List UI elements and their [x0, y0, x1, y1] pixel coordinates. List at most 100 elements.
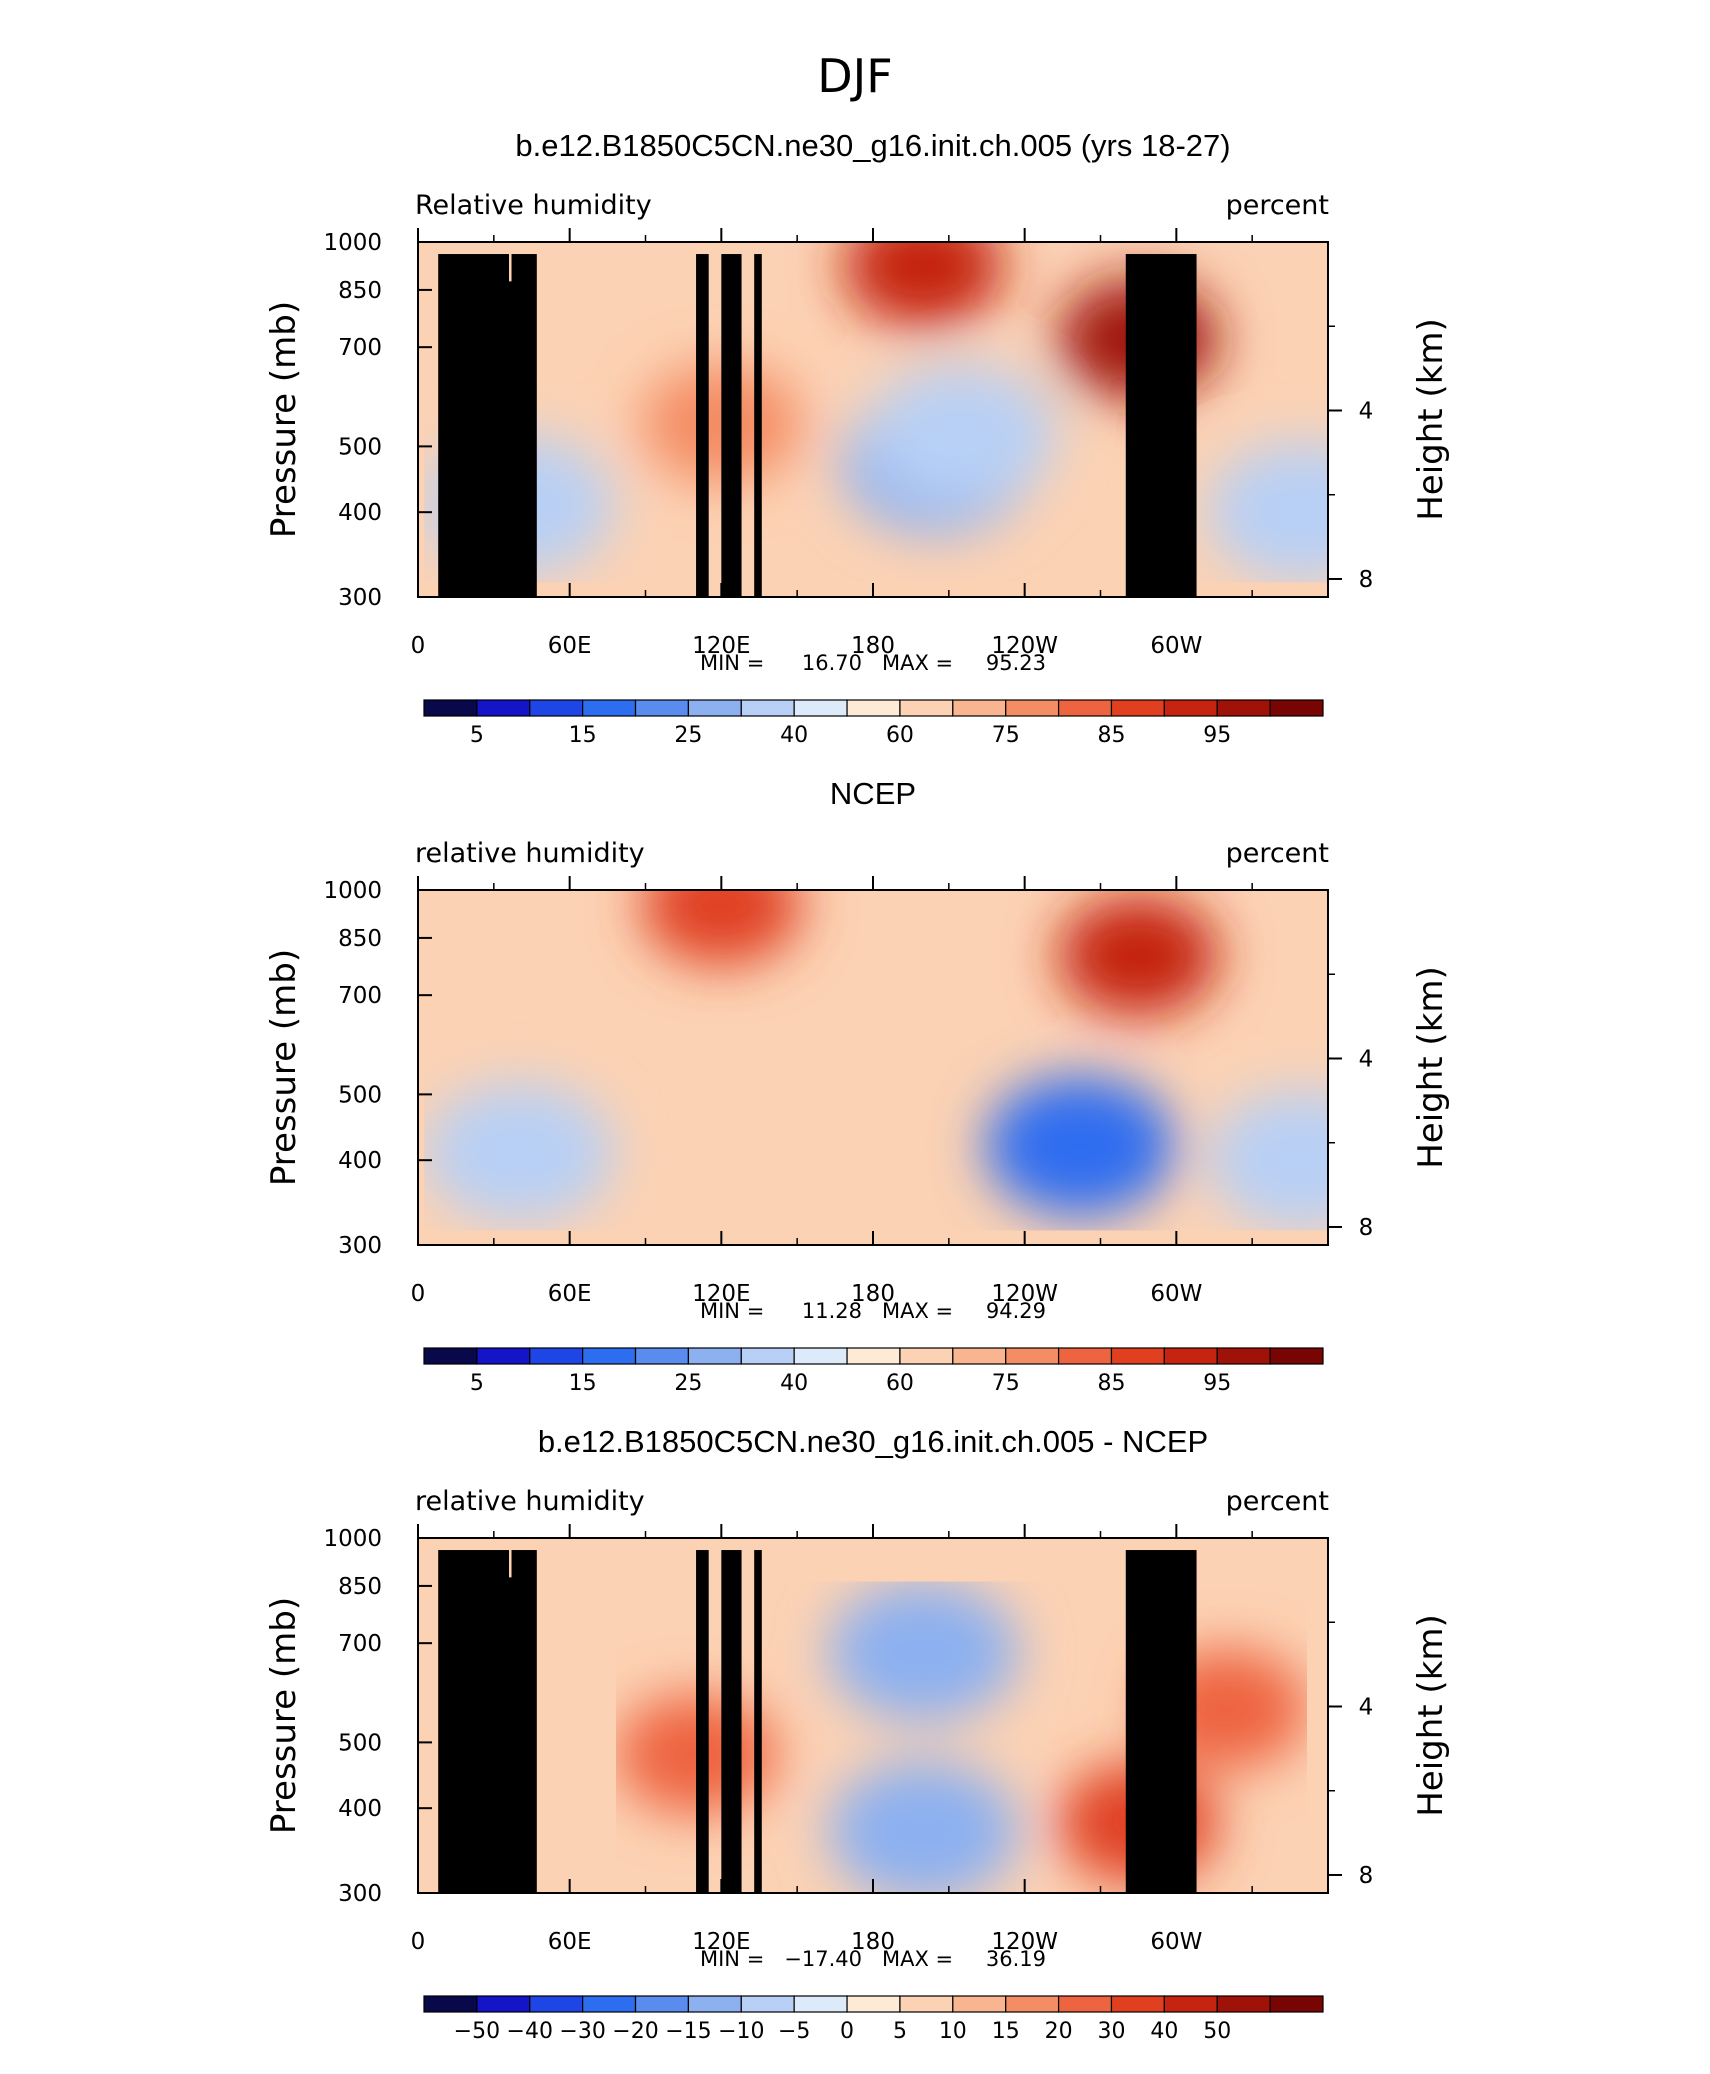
colorbar-swatch [634, 1995, 690, 2013]
colorbar-swatch [1216, 1995, 1271, 2013]
figure-title: DJF [817, 49, 892, 103]
y-axis-title: Pressure (mb) [264, 1597, 304, 1834]
contour-low-core [1037, 1114, 1124, 1178]
x-tick-label: 120W [991, 1929, 1058, 1955]
y-tick-label: 850 [338, 1574, 382, 1600]
right-string: percent [1226, 190, 1329, 221]
x-tick-label: 60W [1150, 1281, 1202, 1307]
topography-mask [511, 1550, 537, 1893]
colorbar-swatch [1163, 699, 1218, 717]
x-tick-label: 60E [548, 1929, 592, 1955]
y2-tick-label: 8 [1359, 567, 1374, 593]
y-tick-label: 300 [338, 1881, 382, 1907]
colorbar-swatch [899, 699, 954, 717]
y-tick-label: 300 [338, 1233, 382, 1259]
colorbar-label: −50 [454, 2019, 500, 2044]
topography-mask [1125, 254, 1197, 597]
contour-low-core [880, 1620, 967, 1684]
stat-max-value: 94.29 [986, 1299, 1046, 1323]
colorbar-swatch [1216, 699, 1271, 717]
colorbar-swatch [529, 1347, 584, 1365]
y-tick-label: 1000 [323, 1526, 382, 1552]
colorbar: −50 −40 −30 −20 −15 −10 −5 0 5 10 15 20 30 40 50 [423, 1995, 1324, 2044]
colorbar-label: −40 [507, 2019, 553, 2044]
colorbar-label: 85 [1097, 1371, 1125, 1396]
topography-mask [511, 254, 537, 597]
stat-max-value: 36.19 [986, 1947, 1046, 1971]
left-string: relative humidity [415, 838, 645, 869]
stat-min-value: −17.40 [784, 1947, 862, 1971]
colorbar-swatch [1057, 1995, 1113, 2013]
colorbar-swatch [1005, 1995, 1060, 2013]
x-tick-label: 120E [692, 1929, 750, 1955]
colorbar-label: −15 [665, 2019, 711, 2044]
colorbar-swatch [952, 1347, 1007, 1365]
x-tick-label: 120W [991, 633, 1058, 659]
colorbar-label: 95 [1203, 1371, 1231, 1396]
right-string: percent [1226, 838, 1329, 869]
contour-low-core [918, 403, 1005, 467]
colorbar-swatch [687, 1995, 742, 2013]
x-tick-label: 120E [692, 633, 750, 659]
y-tick-label: 300 [338, 585, 382, 611]
colorbar-swatch [1110, 699, 1165, 717]
y2-tick-label: 8 [1359, 1215, 1374, 1241]
colorbar-swatch [1057, 1347, 1113, 1365]
colorbar-swatch [423, 699, 478, 717]
colorbar-label: −30 [559, 2019, 605, 2044]
stat-max-value: 95.23 [986, 651, 1046, 675]
colorbar-swatch [476, 1347, 531, 1365]
colorbar-label: 75 [992, 1371, 1020, 1396]
panel-1: b.e12.B1850C5CN.ne30_g16.init.ch.005 (yr… [264, 128, 1451, 748]
y-tick-label: 500 [338, 1730, 382, 1756]
topography-mask [721, 1550, 742, 1893]
colorbar-swatch [582, 699, 637, 717]
x-tick-label: 0 [411, 1281, 426, 1307]
colorbar-swatch [582, 1995, 637, 2013]
x-tick-label: 60E [548, 633, 592, 659]
panels: b.e12.B1850C5CN.ne30_g16.init.ch.005 (yr… [264, 128, 1451, 2044]
colorbar-label: 40 [780, 723, 808, 748]
colorbar-swatch [899, 1347, 954, 1365]
contour-low-core [1259, 480, 1328, 544]
y-tick-label: 700 [338, 335, 382, 361]
colorbar-swatch [634, 1347, 690, 1365]
colorbar-swatch [476, 699, 531, 717]
x-tick-label: 60W [1150, 1929, 1202, 1955]
right-string: percent [1226, 1486, 1329, 1517]
contour-high-core [887, 242, 960, 294]
stat-min-label: MIN = [700, 1299, 764, 1323]
x-tick-label: 60W [1150, 633, 1202, 659]
topography-mask [754, 1550, 762, 1893]
y-tick-label: 850 [338, 278, 382, 304]
colorbar-swatch [1269, 1347, 1324, 1365]
left-string: Relative humidity [415, 190, 652, 221]
colorbar-label: 20 [1045, 2019, 1073, 2044]
y2-tick-label: 4 [1359, 1694, 1374, 1720]
colorbar-label: 95 [1203, 723, 1231, 748]
colorbar-swatch [1163, 1995, 1218, 2013]
contour-low-core [880, 1799, 967, 1863]
y-axis-title: Pressure (mb) [264, 949, 304, 1186]
x-tick-label: 60E [548, 1281, 592, 1307]
y-tick-label: 400 [338, 1796, 382, 1822]
x-tick-label: 0 [411, 633, 426, 659]
y-tick-label: 500 [338, 434, 382, 460]
colorbar-swatch [1110, 1995, 1165, 2013]
colorbar-swatch [1005, 699, 1060, 717]
x-tick-label: 180 [851, 1929, 895, 1955]
colorbar-swatch [846, 1347, 901, 1365]
stat-min-label: MIN = [700, 651, 764, 675]
colorbar-label: 15 [992, 2019, 1020, 2044]
y2-tick-label: 4 [1359, 398, 1374, 424]
colorbar-swatch [793, 1347, 848, 1365]
y2-tick-label: 8 [1359, 1863, 1374, 1889]
colorbar-swatch [529, 1995, 584, 2013]
y2-axis-title: Height (km) [1411, 1614, 1451, 1817]
colorbar-swatch [1163, 1347, 1218, 1365]
colorbar-swatch [793, 1995, 848, 2013]
stat-min-label: MIN = [700, 1947, 764, 1971]
colorbar-swatch [582, 1347, 637, 1365]
colorbar-swatch [687, 1347, 742, 1365]
contour-field [418, 890, 1328, 1245]
